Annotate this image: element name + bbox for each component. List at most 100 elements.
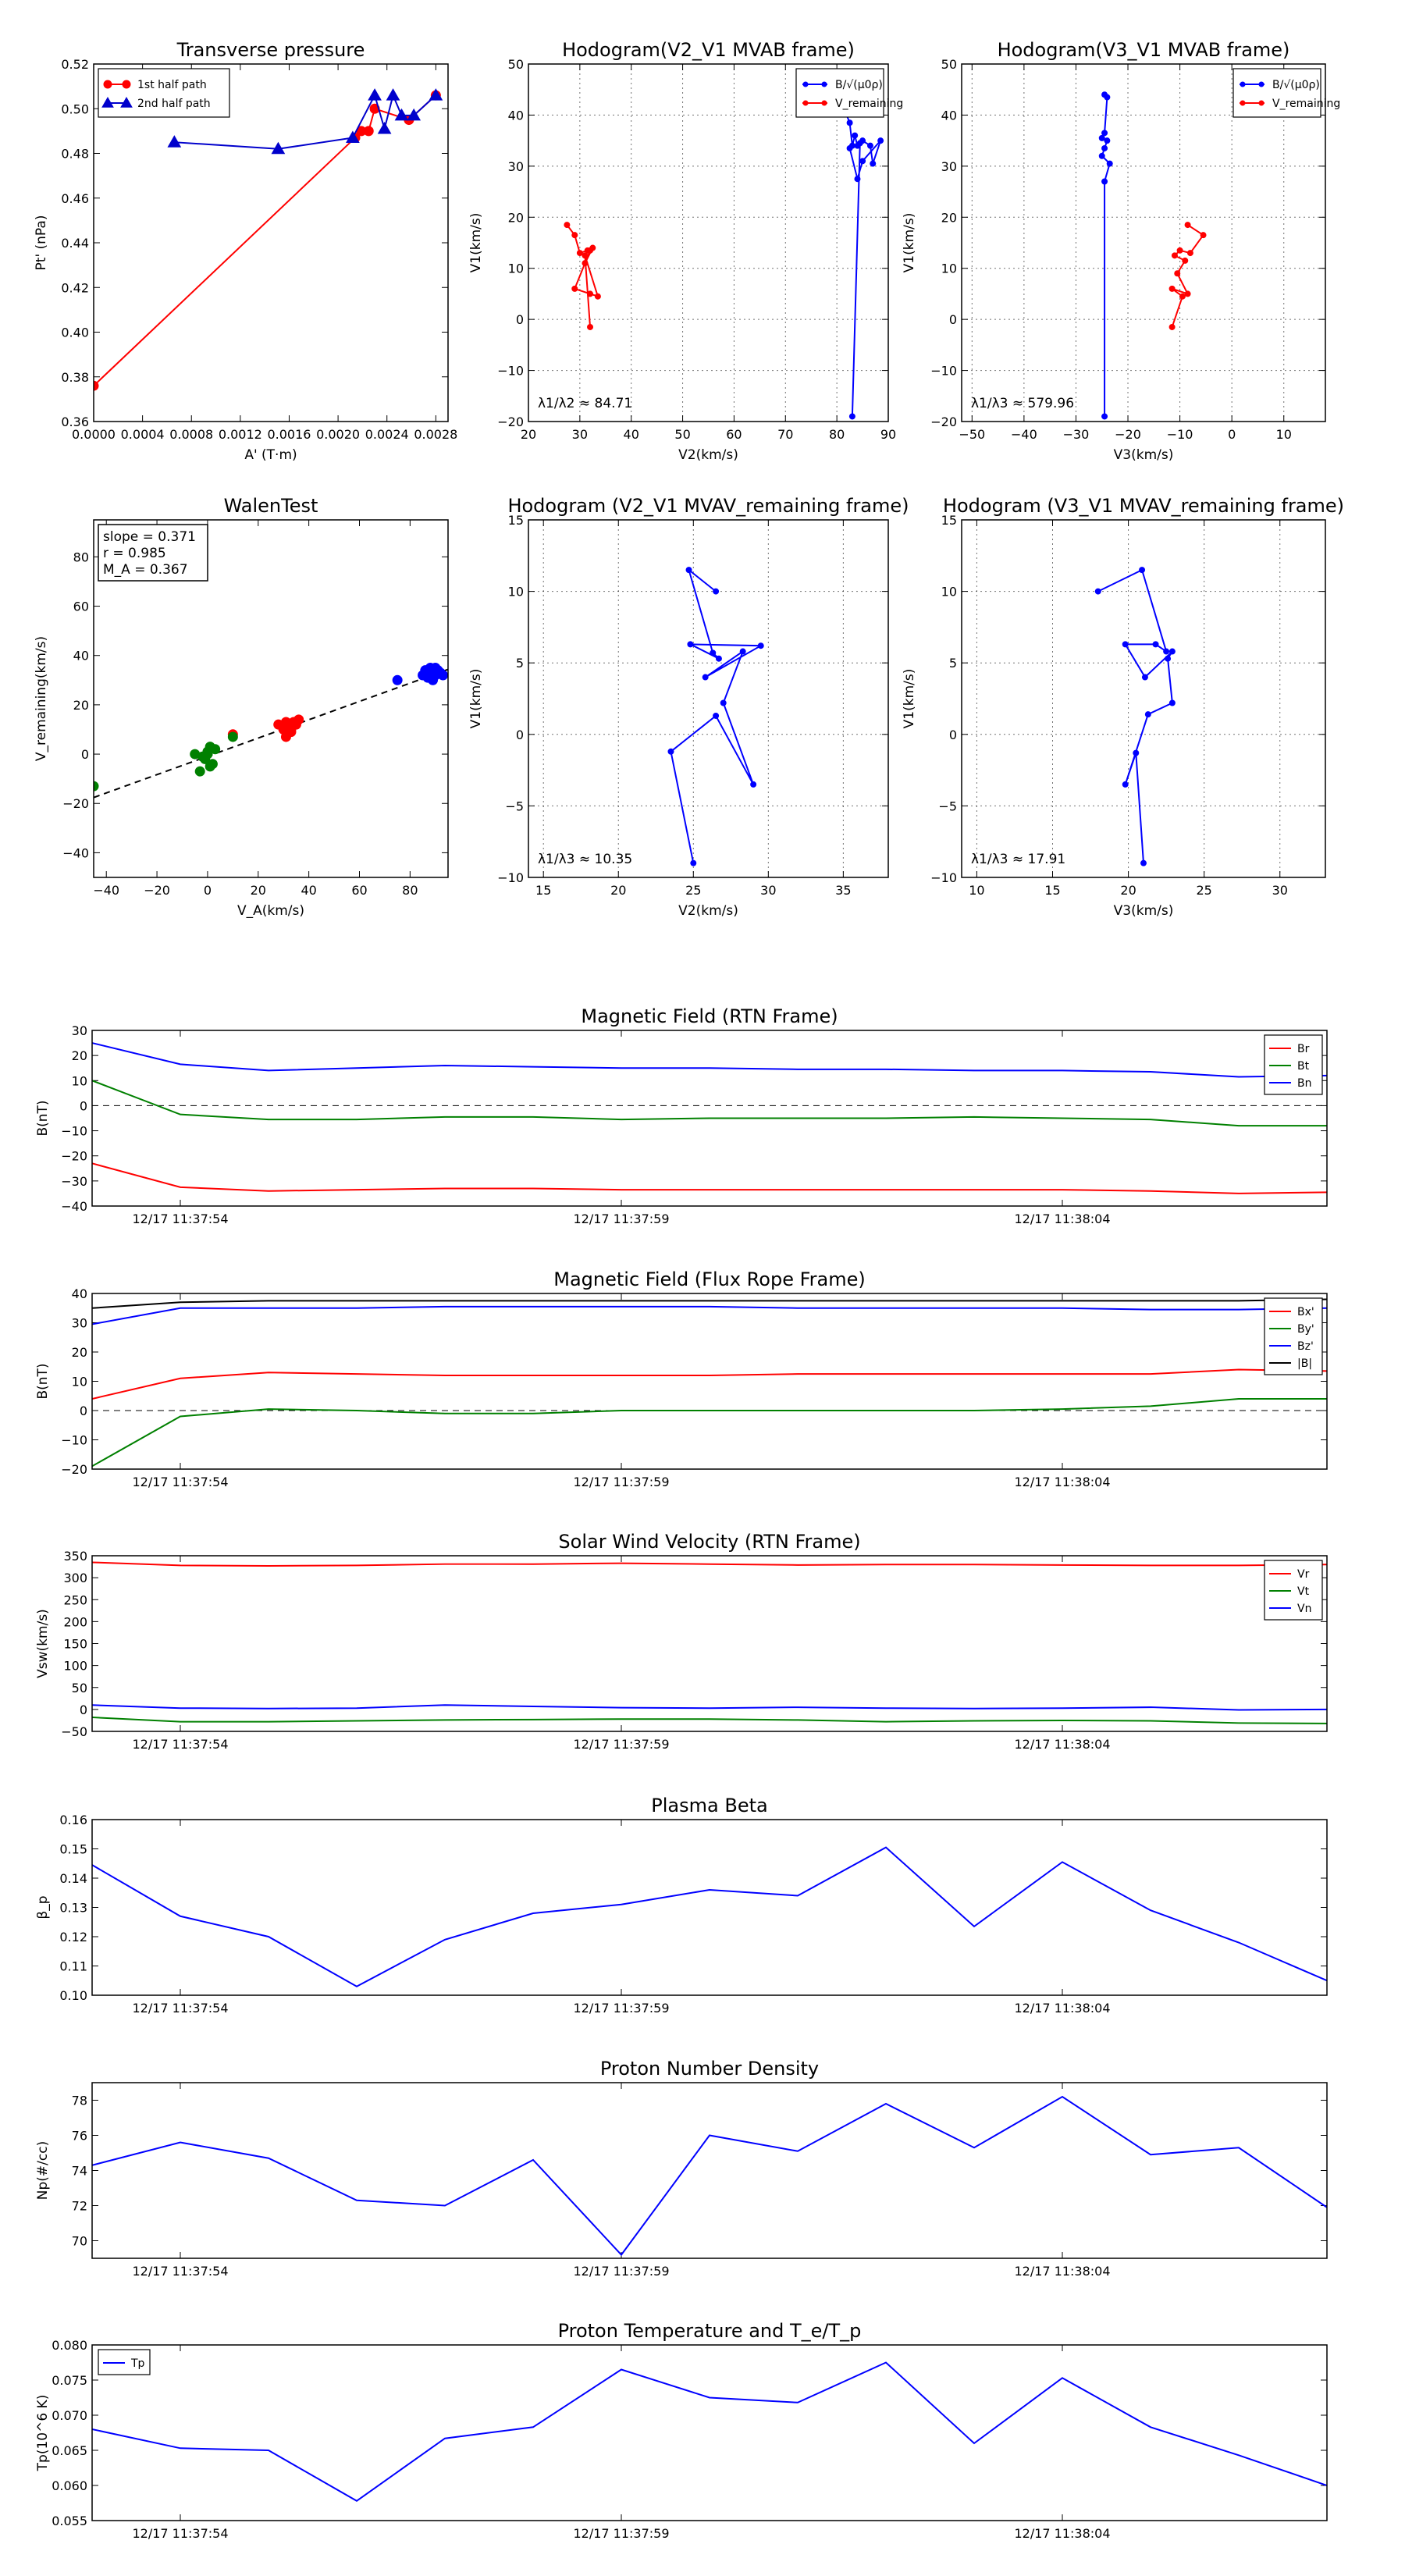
- plot-area: [92, 2095, 1327, 2257]
- legend-label: B/√(μ0ρ): [1272, 79, 1320, 91]
- data-point: [667, 748, 674, 755]
- y-tick-label: 30: [72, 1316, 87, 1331]
- plot-area: [564, 94, 884, 420]
- series-line-Vt: [92, 1717, 1327, 1724]
- legend-label: 1st half path: [137, 79, 207, 91]
- data-point: [1122, 641, 1129, 648]
- y-tick-label: −10: [930, 870, 957, 885]
- x-tick-label: 12/17 11:37:54: [132, 2001, 228, 2016]
- y-tick-label: 0.10: [59, 1988, 87, 2003]
- legend-label: Bx': [1297, 1306, 1314, 1318]
- plot-area: [1098, 91, 1207, 420]
- y-tick-label: −40: [61, 1199, 87, 1214]
- y-tick-label: 250: [63, 1592, 87, 1607]
- data-point: [1101, 144, 1108, 151]
- data-point: [194, 766, 205, 777]
- y-tick-label: 0: [949, 728, 957, 742]
- data-point: [1141, 674, 1148, 681]
- plot-frame: [91, 2082, 1328, 2259]
- x-tick-label: 12/17 11:37:59: [573, 2001, 669, 2016]
- chart-h31: −50 −40 −30 −20 −10 0 10 −20 −10 0 10 20 30 40 50 Hodog…: [902, 39, 1340, 463]
- legend-label: V_remaining: [1272, 98, 1340, 110]
- y-tick-label: −10: [61, 1433, 87, 1448]
- data-point: [713, 588, 720, 595]
- y-axis-label: β_p: [35, 1895, 51, 1919]
- x-tick-label: 60: [726, 427, 742, 442]
- data-point: [594, 293, 601, 300]
- x-tick-label: −10: [1167, 427, 1193, 442]
- plot-frame: [91, 2344, 1328, 2521]
- plot-frame: [91, 1030, 1328, 1207]
- y-tick-label: 30: [941, 159, 957, 174]
- y-tick-label: 40: [508, 108, 524, 123]
- y-tick-label: 10: [72, 1375, 87, 1389]
- y-tick-label: 10: [941, 262, 957, 276]
- data-point: [685, 567, 692, 574]
- plot-frame: [91, 1555, 1328, 1732]
- y-tick-label: 100: [63, 1659, 87, 1674]
- y-tick-label: 40: [73, 649, 89, 664]
- data-point: [368, 88, 382, 101]
- data-point: [1184, 222, 1191, 229]
- x-tick-label: 12/17 11:37:54: [132, 1475, 228, 1489]
- chart-title: Hodogram (V3_V1 MVAV_remaining frame): [943, 495, 1344, 517]
- x-tick-label: 12/17 11:37:59: [573, 1475, 669, 1489]
- series-line-1: [566, 224, 599, 328]
- data-point: [1182, 257, 1189, 264]
- data-point: [286, 724, 297, 735]
- x-tick-label: 0.0028: [414, 427, 457, 442]
- data-point: [394, 108, 409, 121]
- stats-box: [98, 524, 208, 582]
- x-tick-label: 40: [301, 883, 316, 898]
- x-tick-label: 12/17 11:37:54: [132, 1737, 228, 1752]
- y-tick-label: 0.14: [59, 1871, 87, 1886]
- y-tick-label: −10: [930, 364, 957, 379]
- chart-walen: −40 −20 0 20 40 60 80 −40 −20 0 20 40 60 80 WalenTest V…: [34, 495, 449, 919]
- chart-beta: 12/17 11:37:54 12/17 11:37:59 12/17 11:38:…: [35, 1795, 1328, 2016]
- y-tick-label: 20: [73, 698, 89, 713]
- series-line-Np: [92, 2095, 1327, 2257]
- plot-frame: [961, 519, 1326, 878]
- data-point: [1176, 247, 1183, 254]
- x-tick-label: 20: [610, 883, 626, 898]
- annotation: λ1/λ3 ≈ 17.91: [971, 852, 1065, 867]
- chart-title: Transverse pressure: [176, 39, 365, 61]
- plot-area: [667, 567, 764, 866]
- y-tick-label: 0.060: [52, 2478, 87, 2493]
- data-point: [859, 158, 866, 165]
- x-tick-label: −30: [1063, 427, 1090, 442]
- legend-marker: [821, 100, 827, 106]
- y-tick-label: 0.13: [59, 1901, 87, 1916]
- legend-box: [98, 68, 230, 118]
- y-tick-label: 0: [949, 312, 957, 327]
- x-tick-label: −50: [959, 427, 985, 442]
- data-point: [227, 731, 238, 742]
- y-tick-label: 0: [516, 728, 524, 742]
- data-point: [1101, 130, 1108, 137]
- y-tick-label: 0: [80, 1098, 87, 1113]
- stats-line: r = 0.985: [103, 546, 166, 561]
- legend-marker: [120, 96, 133, 108]
- data-point: [1098, 152, 1105, 159]
- y-tick-label: 0.40: [61, 326, 89, 340]
- legend-label: Vr: [1297, 1568, 1310, 1581]
- data-point: [571, 232, 578, 239]
- y-tick-label: 50: [72, 1681, 87, 1695]
- data-point: [271, 141, 286, 155]
- x-tick-label: 15: [1044, 883, 1060, 898]
- plot-frame: [91, 1293, 1328, 1470]
- series-line-Bt: [92, 1080, 1327, 1127]
- data-point: [1098, 134, 1105, 141]
- series-line-0: [94, 94, 437, 386]
- y-tick-label: 72: [72, 2199, 87, 2214]
- y-tick-label: 0.46: [61, 191, 89, 206]
- x-tick-label: 12/17 11:38:04: [1014, 2526, 1110, 2541]
- y-axis-label: Vsw(km/s): [35, 1609, 51, 1678]
- legend-label: Bt: [1297, 1060, 1310, 1073]
- y-tick-label: 0.080: [52, 2338, 87, 2353]
- chart-title: Hodogram(V3_V1 MVAB frame): [998, 39, 1290, 61]
- y-axis-label: Pt' (nPa): [34, 215, 49, 271]
- x-axis-label: V2(km/s): [678, 903, 738, 919]
- data-point: [1186, 250, 1193, 257]
- x-tick-label: −40: [93, 883, 119, 898]
